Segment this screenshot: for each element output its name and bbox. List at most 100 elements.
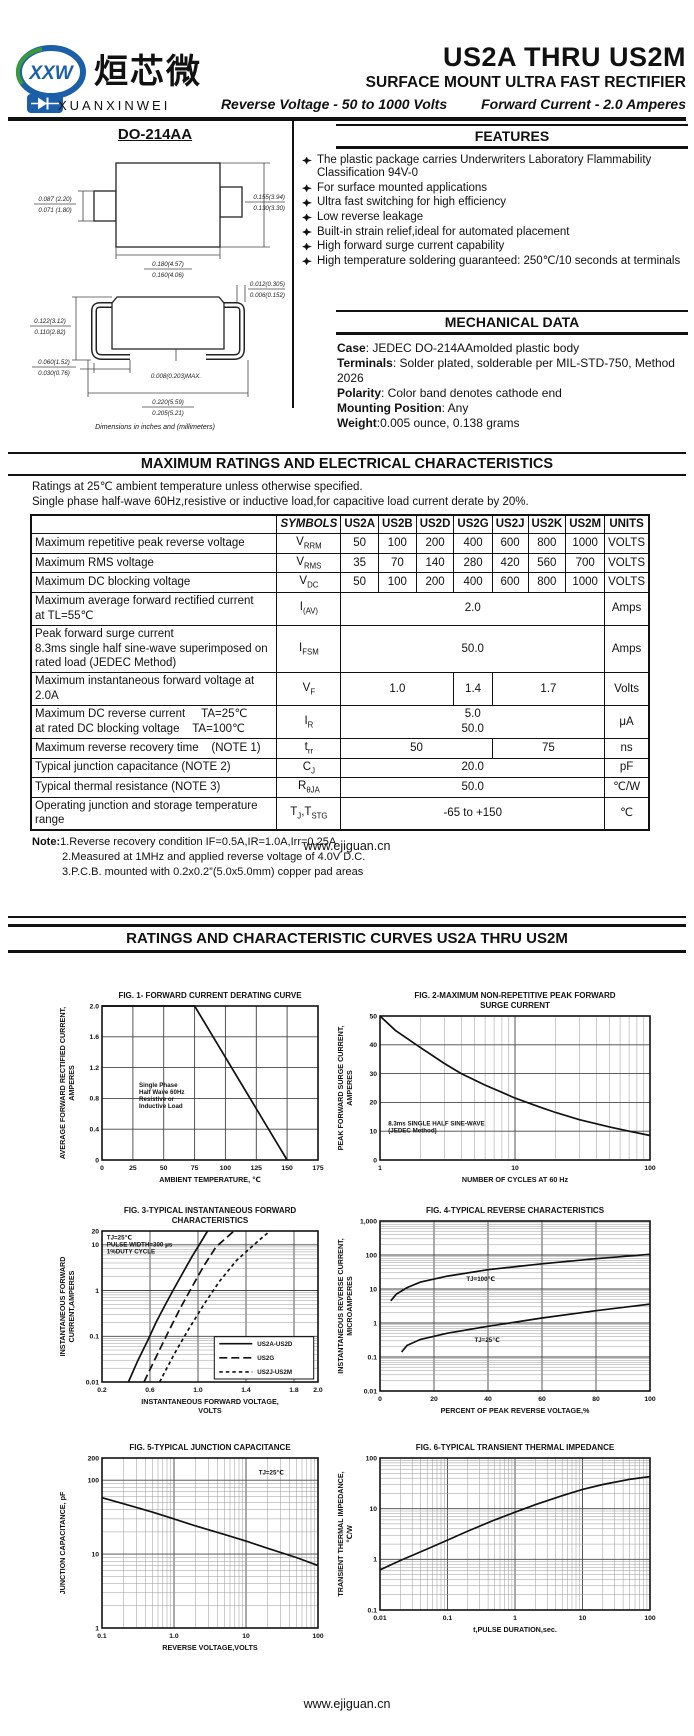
svg-text:100: 100 bbox=[644, 1615, 656, 1622]
value-cell: 1000 bbox=[565, 533, 606, 554]
feature-text: High forward surge current capability bbox=[317, 240, 505, 253]
table-row: Maximum average forward rectified curren… bbox=[30, 591, 650, 626]
svg-text:CURRENT,AMPERES: CURRENT,AMPERES bbox=[67, 1270, 76, 1342]
feature-item: High forward surge current capability bbox=[302, 240, 688, 253]
symbol-cell: IFSM bbox=[276, 624, 342, 674]
website-url-bottom: www.ejiguan.cn bbox=[303, 1697, 391, 1711]
note-line-3: 3.P.C.B. mounted with 0.2x0.2”(5.0x5.0mm… bbox=[62, 866, 364, 879]
svg-text:100: 100 bbox=[644, 1165, 656, 1172]
value-cell: 35 bbox=[340, 552, 380, 574]
svg-text:1.4: 1.4 bbox=[241, 1387, 251, 1394]
value-cell: 800 bbox=[527, 533, 567, 554]
value-cell: 200 bbox=[415, 572, 455, 593]
package-outline-section: DO-214AA 0.087 (2.20) 0.071 (1.80) 0.155… bbox=[24, 126, 286, 431]
dim-standoff: 0.008(0.203)MAX. bbox=[151, 373, 201, 380]
mechanical-data-list: Case: JEDEC DO-214AAmolded plastic body T… bbox=[337, 341, 688, 431]
column-divider bbox=[292, 121, 294, 408]
svg-text:0.1: 0.1 bbox=[90, 1334, 100, 1341]
svg-text:1: 1 bbox=[378, 1165, 382, 1172]
parameter-label: Maximum DC blocking voltage bbox=[30, 572, 278, 593]
ratings-condition-2: Single phase half-wave 60Hz,resistive or… bbox=[32, 495, 529, 508]
svg-text:FIG. 4-TYPICAL REVERSE CHARACT: FIG. 4-TYPICAL REVERSE CHARACTERISTICS bbox=[426, 1206, 605, 1215]
svg-text:30: 30 bbox=[369, 1071, 377, 1078]
features-heading: FEATURES bbox=[336, 124, 688, 149]
svg-text:1.0: 1.0 bbox=[169, 1633, 179, 1640]
svg-text:TJ=25℃: TJ=25℃ bbox=[259, 1469, 285, 1476]
svg-text:10: 10 bbox=[369, 1286, 377, 1293]
svg-text:0.01: 0.01 bbox=[86, 1379, 99, 1386]
svg-text:INSTANTANEOUS REVERSE CURRENT,: INSTANTANEOUS REVERSE CURRENT, bbox=[336, 1238, 345, 1374]
svg-text:1.0: 1.0 bbox=[193, 1387, 203, 1394]
bullet-icon bbox=[302, 242, 312, 251]
logo-chinese-name: 烜芯微 bbox=[94, 53, 202, 91]
logo-xxw-text: XXW bbox=[28, 63, 74, 84]
figure-4-typical-reverse-characteristics-chart: 0 20 40 60 80 100 0.01 0.1 1 10 100 1,000 TJ=100℃ TJ=… bbox=[334, 1203, 664, 1421]
svg-text:TJ=25℃: TJ=25℃ bbox=[107, 1235, 133, 1242]
svg-text:TJ=25℃: TJ=25℃ bbox=[475, 1337, 501, 1344]
svg-text:0.1: 0.1 bbox=[368, 1607, 378, 1614]
ratings-condition-1: Ratings at 25℃ ambient temperature unles… bbox=[32, 481, 363, 493]
svg-text:1: 1 bbox=[95, 1625, 99, 1632]
logo-romanized-name: XUANXINWEI bbox=[58, 98, 171, 113]
svg-text:80: 80 bbox=[592, 1396, 600, 1403]
parameter-label: Maximum reverse recovery time (NOTE 1) bbox=[30, 738, 278, 759]
unit-cell: VOLTS bbox=[604, 533, 650, 554]
svg-text:1.8: 1.8 bbox=[289, 1387, 299, 1394]
svg-text:PERCENT OF PEAK REVERSE VOLTAG: PERCENT OF PEAK REVERSE VOLTAGE,% bbox=[441, 1406, 590, 1415]
fig4-svg: 0 20 40 60 80 100 0.01 0.1 1 10 100 1,000 TJ=100℃ TJ=… bbox=[336, 1206, 656, 1415]
table-row: Maximum DC blocking voltage VDC 50 100 200 40… bbox=[30, 572, 650, 593]
parameter-label: Maximum instantaneous forward voltage at… bbox=[30, 672, 278, 707]
figure-3-instantaneous-forward-characteristics-chart: 0.2 0.6 1.0 1.4 1.8 2.0 0.01 0.1 1 10 20 TJ=25℃ PULS… bbox=[56, 1203, 332, 1421]
table-row: Maximum instantaneous forward voltage at… bbox=[30, 672, 650, 707]
svg-text:1: 1 bbox=[513, 1615, 517, 1622]
dim-lead-thickness-mm: 0.006(0.152) bbox=[250, 292, 285, 299]
value-cell: 70 bbox=[378, 552, 417, 574]
fig5-svg: 0.1 1.0 10 100 1 10 100 200 TJ=25℃ FIG. 5-TYPICAL… bbox=[58, 1443, 324, 1652]
ratings-conditions: Ratings at 25℃ ambient temperature unles… bbox=[32, 480, 686, 509]
dim-lead-width-mm: 0.071 (1.80) bbox=[38, 207, 71, 214]
svg-text:FIG. 2-MAXIMUM NON-REPETITIVE: FIG. 2-MAXIMUM NON-REPETITIVE PEAK FORWA… bbox=[414, 991, 615, 1000]
value-cell: 420 bbox=[491, 552, 529, 574]
svg-text:100: 100 bbox=[88, 1478, 100, 1485]
svg-text:MICROAMPERES: MICROAMPERES bbox=[345, 1276, 354, 1336]
svg-text:10: 10 bbox=[369, 1129, 377, 1136]
logo-emblem-icon: XXW bbox=[15, 45, 86, 113]
svg-text:Resistive or: Resistive or bbox=[139, 1096, 175, 1103]
svg-text:50: 50 bbox=[160, 1165, 168, 1172]
table-row: Operating junction and storage temperatu… bbox=[30, 796, 650, 831]
package-caption: Dimensions in inches and (millimeters) bbox=[95, 424, 215, 431]
unit-cell: VOLTS bbox=[604, 572, 650, 593]
column-header: US2M bbox=[565, 514, 606, 535]
value-cell: 1.0 bbox=[340, 672, 455, 707]
symbol-cell: VRMS bbox=[276, 552, 342, 574]
svg-text:20: 20 bbox=[369, 1100, 377, 1107]
svg-text:AVERAGE FORWARD RECTIFIED CURR: AVERAGE FORWARD RECTIFIED CURRENT, bbox=[58, 1007, 67, 1159]
svg-text:100: 100 bbox=[220, 1165, 232, 1172]
parameter-label: Typical thermal resistance (NOTE 3) bbox=[30, 777, 278, 798]
dim-foot-length-mm: 0.030(0.76) bbox=[38, 370, 70, 377]
svg-text:2.0: 2.0 bbox=[313, 1387, 323, 1394]
table-row: Maximum DC reverse current TA=25℃ at rate… bbox=[30, 705, 650, 740]
dim-body-height-in: 0.155(3.94) bbox=[253, 194, 285, 201]
value-cell: 400 bbox=[453, 533, 493, 554]
svg-text:Single Phase: Single Phase bbox=[139, 1082, 178, 1089]
svg-text:1.2: 1.2 bbox=[90, 1065, 100, 1072]
fig3-svg: 0.2 0.6 1.0 1.4 1.8 2.0 0.01 0.1 1 10 20 TJ=25℃PULS… bbox=[58, 1206, 323, 1415]
table-notes: Note:1.Reverse recovery condition IF=0.5… bbox=[32, 835, 686, 880]
reverse-voltage-range: Reverse Voltage - 50 to 1000 Volts bbox=[220, 96, 448, 112]
svg-text:20: 20 bbox=[91, 1228, 99, 1235]
table-row: Peak forward surge current 8.3ms single h… bbox=[30, 624, 650, 674]
unit-cell: Amps bbox=[604, 624, 650, 674]
dim-side-height-in: 0.122(3.12) bbox=[34, 318, 66, 325]
unit-cell: Volts bbox=[604, 672, 650, 707]
svg-text:0: 0 bbox=[378, 1396, 382, 1403]
feature-item: For surface mounted applications bbox=[302, 182, 688, 195]
value-cell: 600 bbox=[491, 572, 529, 593]
svg-text:PEAK FORWARD SURGE CURRENT,: PEAK FORWARD SURGE CURRENT, bbox=[336, 1026, 345, 1151]
feature-text: Ultra fast switching for high efficiency bbox=[317, 196, 506, 209]
dim-body-width-mm: 0.160(4.06) bbox=[152, 272, 184, 279]
svg-text:AMBIENT TEMPERATURE, ℃: AMBIENT TEMPERATURE, ℃ bbox=[159, 1175, 261, 1184]
bullet-icon bbox=[302, 213, 312, 222]
